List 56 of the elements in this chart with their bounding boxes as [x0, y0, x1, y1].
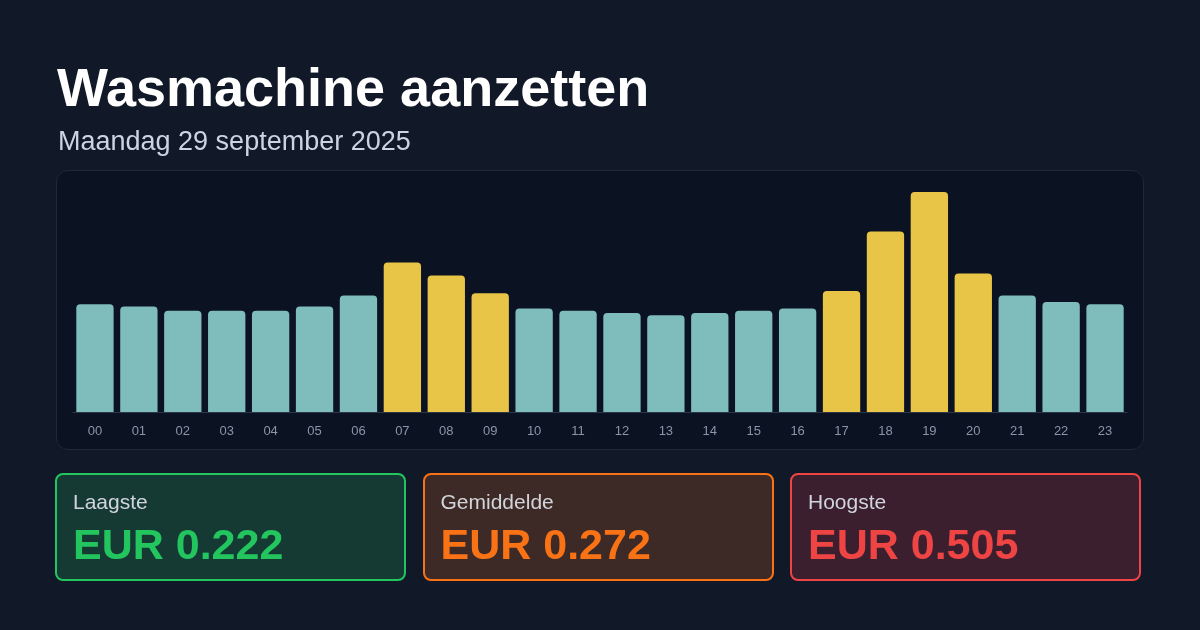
x-tick-label: 17 — [834, 423, 849, 438]
text: Laagste — [73, 490, 148, 514]
bar — [339, 295, 378, 412]
text: Hoogste — [808, 490, 887, 514]
bar — [515, 308, 553, 412]
bar — [208, 310, 246, 412]
text: EUR 0.222 — [73, 520, 284, 569]
bar — [1086, 304, 1124, 412]
chart-title: Wasmachine aanzetten — [57, 57, 650, 118]
x-tick-label: 15 — [746, 423, 761, 438]
x-tick-label: 11 — [571, 423, 585, 438]
x-tick-label: 07 — [395, 423, 410, 438]
bar — [735, 310, 773, 412]
x-tick-label: 04 — [263, 423, 278, 438]
x-tick-label: 23 — [1097, 423, 1113, 438]
x-tick-label: 18 — [878, 423, 893, 438]
bar — [76, 304, 114, 412]
x-tick-label: 22 — [1053, 423, 1069, 438]
bar — [427, 275, 465, 412]
x-tick-label: 03 — [219, 423, 234, 438]
bar — [559, 310, 597, 412]
bar — [120, 306, 158, 412]
bar — [603, 313, 641, 412]
x-tick-label: 01 — [131, 423, 147, 438]
bar — [1042, 302, 1080, 412]
x-tick-label: 06 — [351, 423, 366, 438]
bar — [647, 315, 685, 412]
bar — [822, 291, 861, 412]
bar — [954, 273, 992, 412]
bar — [998, 295, 1036, 412]
x-tick-label: 08 — [439, 423, 454, 438]
x-tick-label: 16 — [790, 423, 805, 438]
x-tick-label: 05 — [307, 423, 322, 438]
bar — [164, 310, 202, 412]
bar — [383, 262, 422, 412]
x-tick-label: 21 — [1009, 423, 1025, 438]
x-tick-label: 19 — [922, 423, 937, 438]
text: EUR 0.272 — [440, 520, 651, 569]
x-tick-label: 09 — [482, 423, 498, 438]
x-tick-label: 02 — [175, 423, 191, 438]
x-tick-label: 12 — [614, 423, 630, 438]
bar — [910, 192, 949, 412]
x-tick-label: 14 — [702, 423, 718, 438]
text: Gemiddelde — [440, 490, 554, 514]
bar — [251, 310, 290, 412]
x-tick-label: 10 — [526, 423, 542, 438]
chart-subtitle: Maandag 29 september 2025 — [58, 126, 411, 158]
bar — [866, 231, 905, 412]
bar — [295, 306, 334, 412]
bar — [691, 313, 729, 412]
text: EUR 0.505 — [808, 520, 1019, 569]
x-tick-label: 20 — [966, 423, 981, 438]
bar — [471, 293, 509, 412]
x-tick-label: 00 — [87, 423, 103, 438]
x-tick-label: 13 — [658, 423, 674, 438]
bar — [778, 308, 817, 412]
